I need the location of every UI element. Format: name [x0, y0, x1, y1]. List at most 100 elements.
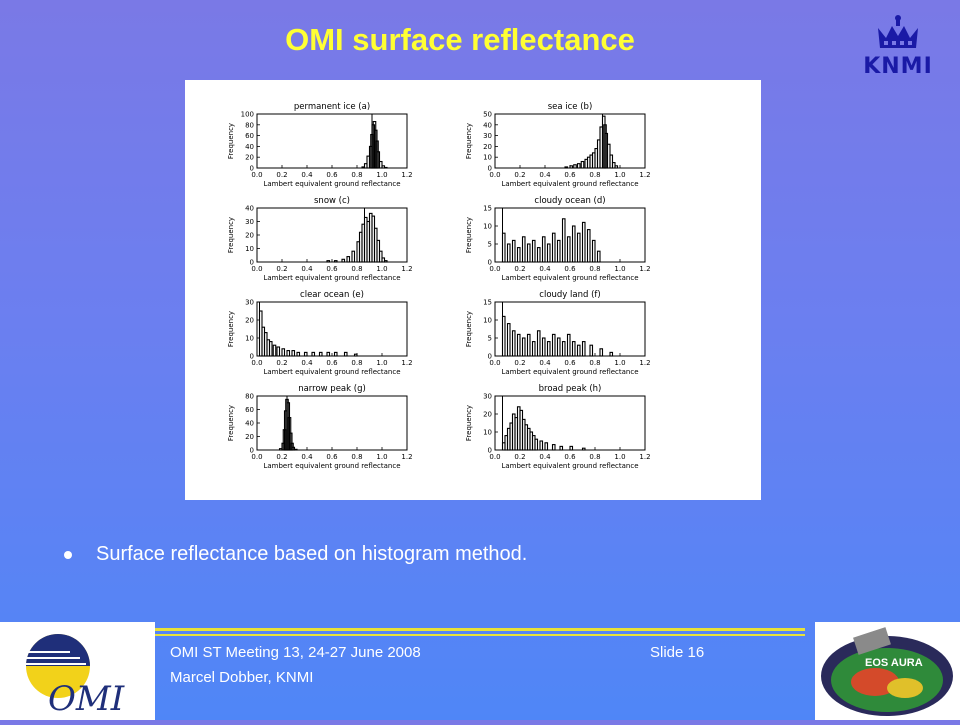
x-tick-label: 1.0	[376, 453, 387, 461]
panel-title: cloudy ocean (d)	[534, 196, 605, 206]
histogram-panel-6: narrow peak (g) 0.0 0.2 0.4 0.6 0.8 1.0 1.2 0 20 4…	[227, 384, 413, 470]
x-tick-label: 0.2	[276, 453, 287, 461]
histogram-bar	[551, 232, 556, 263]
x-tick-label: 1.2	[639, 359, 650, 367]
histogram-bar	[531, 239, 536, 263]
histogram-bar	[536, 247, 541, 263]
x-tick-label: 0.0	[489, 359, 500, 367]
x-tick-label: 0.6	[326, 171, 338, 179]
histogram-bar	[531, 341, 536, 357]
x-tick-label: 1.0	[614, 453, 625, 461]
y-tick-label: 10	[245, 335, 254, 343]
histogram-bar	[551, 333, 556, 357]
histogram-bar	[576, 163, 581, 169]
x-tick-label: 0.2	[514, 171, 525, 179]
histogram-bar	[333, 351, 338, 357]
histogram-bar	[580, 160, 585, 169]
histogram-bar	[521, 236, 526, 263]
x-tick-label: 1.0	[614, 265, 625, 273]
x-tick-label: 1.2	[401, 265, 412, 273]
x-tick-label: 1.0	[614, 359, 625, 367]
x-tick-label: 0.4	[301, 265, 313, 273]
x-tick-label: 1.0	[376, 359, 387, 367]
omi-logo-panel: OMI	[0, 622, 155, 720]
y-axis-label: Frequency	[227, 311, 235, 347]
footer-rule-top	[155, 628, 805, 631]
omi-logo-text: OMI	[48, 679, 125, 719]
histogram-panel-3: cloudy ocean (d) 0.0 0.2 0.4 0.6 0.8 1.0 1.2 0 5 1…	[465, 196, 651, 282]
histogram-bar	[276, 346, 281, 357]
x-tick-label: 0.8	[589, 359, 600, 367]
y-tick-label: 0	[250, 447, 254, 455]
knmi-logo-text: KNMI	[863, 54, 933, 79]
histogram-bar	[326, 351, 331, 357]
histogram-bar	[534, 438, 539, 451]
x-tick-label: 0.0	[251, 265, 262, 273]
plot-frame	[256, 207, 408, 263]
y-tick-label: 20	[245, 232, 254, 240]
footer-rule-bottom	[155, 634, 805, 636]
histogram-bar	[576, 344, 581, 357]
y-tick-label: 0	[488, 259, 492, 267]
histogram-bar	[343, 351, 348, 357]
knmi-crown-icon	[878, 15, 918, 48]
histogram-bar	[541, 236, 546, 263]
omi-logo-icon: OMI	[26, 634, 125, 719]
x-tick-label: 0.4	[301, 171, 313, 179]
histogram-bar	[526, 333, 531, 357]
histogram-panel-0: permanent ice (a) 0.0 0.2 0.4 0.6 0.8 1.0 1.2 0 2…	[227, 102, 413, 188]
eos-aura-logo-panel: EOS AURA	[815, 622, 960, 720]
histogram-bar	[268, 341, 273, 357]
histogram-bar	[561, 341, 566, 357]
y-axis-label: Frequency	[227, 123, 235, 159]
x-tick-label: 0.4	[539, 265, 551, 273]
x-tick-label: 0.4	[539, 359, 551, 367]
x-tick-label: 0.4	[301, 359, 313, 367]
x-tick-label: 0.2	[276, 265, 287, 273]
histogram-bar	[511, 330, 516, 357]
histogram-panel-4: clear ocean (e) 0.0 0.2 0.4 0.6 0.8 1.0 1.2 0 10 2…	[227, 290, 413, 376]
histogram-bar	[296, 351, 301, 357]
y-tick-label: 40	[245, 143, 254, 151]
x-axis-label: Lambert equivalent ground reflectance	[501, 368, 638, 376]
panel-title: sea ice (b)	[548, 102, 593, 112]
eos-aura-logo-text: EOS AURA	[865, 657, 923, 669]
histogram-panel-1: sea ice (b) 0.0 0.2 0.4 0.6 0.8 1.0 1.2 0 10 20 30 4…	[465, 102, 651, 188]
x-tick-label: 0.6	[564, 171, 576, 179]
histogram-bar	[566, 333, 571, 357]
x-axis-label: Lambert equivalent ground reflectance	[263, 274, 400, 282]
y-tick-label: 40	[245, 420, 254, 428]
histogram-bar	[551, 444, 556, 451]
panel-title: permanent ice (a)	[294, 102, 370, 112]
x-tick-label: 0.8	[589, 265, 600, 273]
x-axis-label: Lambert equivalent ground reflectance	[501, 180, 638, 188]
x-tick-label: 0.0	[251, 171, 262, 179]
x-tick-label: 1.0	[376, 171, 387, 179]
panel-title: snow (c)	[314, 196, 350, 206]
x-axis-label: Lambert equivalent ground reflectance	[263, 180, 400, 188]
x-tick-label: 1.2	[401, 359, 412, 367]
x-tick-label: 0.2	[514, 453, 525, 461]
histogram-bar	[536, 330, 541, 357]
histogram-bar	[506, 243, 511, 263]
histogram-panel-7: broad peak (h) 0.0 0.2 0.4 0.6 0.8 1.0 1.2 0 10 20…	[465, 384, 651, 470]
y-tick-label: 10	[483, 223, 492, 231]
y-axis-label: Frequency	[465, 123, 473, 159]
histogram-bar	[559, 445, 564, 451]
x-tick-label: 1.2	[639, 171, 650, 179]
x-tick-label: 0.8	[351, 359, 362, 367]
y-tick-label: 10	[483, 154, 492, 162]
x-tick-label: 0.0	[251, 453, 262, 461]
x-tick-label: 0.6	[326, 453, 338, 461]
y-tick-label: 60	[245, 132, 254, 140]
footer-slide-number: Slide 16	[650, 644, 705, 661]
plot-frame	[256, 113, 408, 169]
y-axis-label: Frequency	[227, 405, 235, 441]
x-tick-label: 0.2	[276, 359, 287, 367]
x-axis-label: Lambert equivalent ground reflectance	[501, 274, 638, 282]
x-tick-label: 0.4	[301, 453, 313, 461]
histogram-bar	[311, 351, 316, 357]
histogram-bar	[576, 232, 581, 263]
histogram-bar	[581, 221, 586, 263]
x-tick-label: 0.6	[564, 359, 576, 367]
